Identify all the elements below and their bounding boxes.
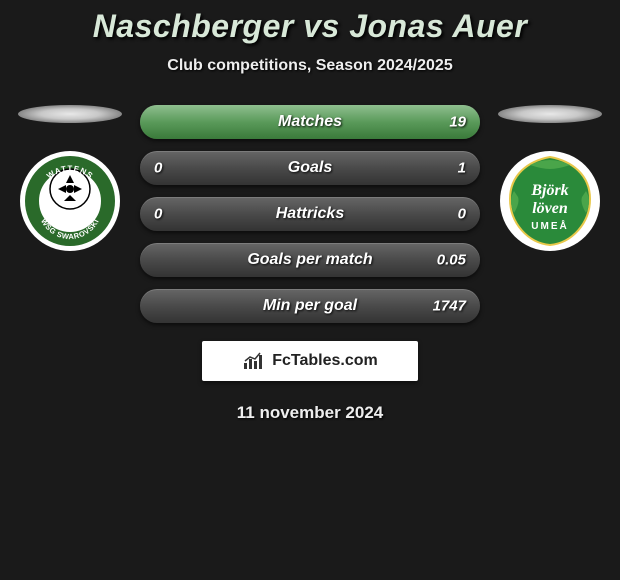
stat-label: Matches [278, 113, 342, 131]
comparison-infographic: Naschberger vs Jonas Auer Club competiti… [0, 0, 620, 423]
svg-text:UMEÅ: UMEÅ [531, 219, 568, 232]
stat-value-right: 1 [458, 160, 466, 177]
stat-value-right: 0.05 [437, 252, 466, 269]
main-row: WATTENS WSG SWAROVSKI Matches 19 0 Goals 1 0 H… [0, 105, 620, 323]
left-club-logo: WATTENS WSG SWAROVSKI [20, 151, 120, 251]
date-label: 11 november 2024 [0, 403, 620, 423]
svg-text:Björk: Björk [530, 182, 568, 199]
stat-label: Min per goal [263, 297, 357, 315]
right-club-logo: Björk löven UMEÅ [500, 151, 600, 251]
brand-chart-icon [242, 351, 266, 371]
svg-text:löven: löven [532, 200, 568, 217]
stat-label: Hattricks [276, 205, 344, 223]
stat-row: 0 Hattricks 0 [140, 197, 480, 231]
stat-row: Goals per match 0.05 [140, 243, 480, 277]
stat-value-left: 0 [154, 160, 162, 177]
stat-value-left: 0 [154, 206, 162, 223]
left-shadow [18, 105, 122, 123]
stat-value-right: 19 [449, 114, 466, 131]
left-logo-svg: WATTENS WSG SWAROVSKI [20, 151, 120, 251]
stats-column: Matches 19 0 Goals 1 0 Hattricks 0 Goals per mat… [140, 105, 480, 323]
stat-label: Goals [288, 159, 332, 177]
left-side: WATTENS WSG SWAROVSKI [10, 105, 130, 251]
stat-row: Min per goal 1747 [140, 289, 480, 323]
brand-box: FcTables.com [202, 341, 418, 381]
page-title: Naschberger vs Jonas Auer [0, 8, 620, 45]
stat-row: Matches 19 [140, 105, 480, 139]
brand-text: FcTables.com [272, 352, 378, 370]
stat-label: Goals per match [247, 251, 372, 269]
stat-value-right: 1747 [433, 298, 466, 315]
stat-row: 0 Goals 1 [140, 151, 480, 185]
right-shadow [498, 105, 602, 123]
stat-value-right: 0 [458, 206, 466, 223]
right-side: Björk löven UMEÅ [490, 105, 610, 251]
subtitle: Club competitions, Season 2024/2025 [0, 57, 620, 75]
right-logo-svg: Björk löven UMEÅ [500, 151, 600, 251]
